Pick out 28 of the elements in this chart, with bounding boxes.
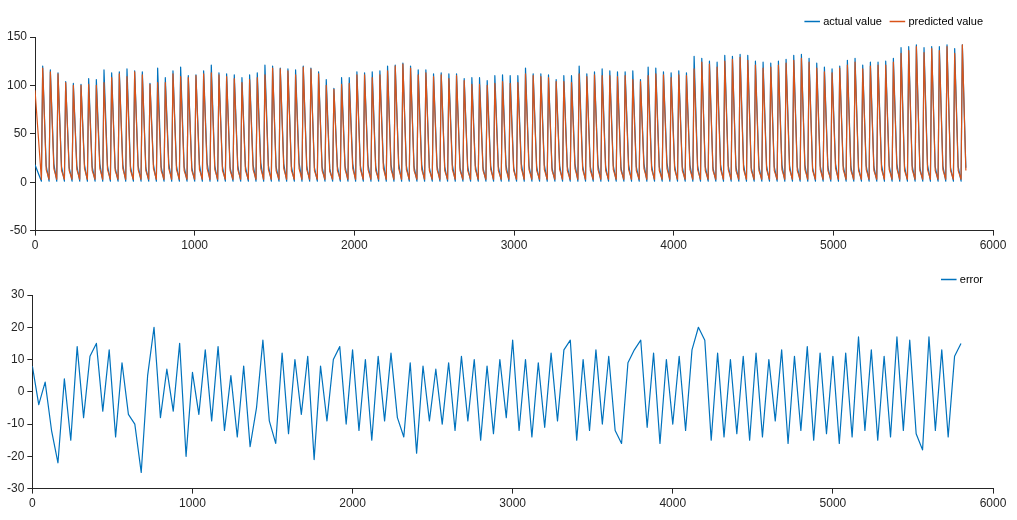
y-tick-label: 150 — [6, 29, 28, 44]
x-tick-label: 3000 — [499, 496, 527, 511]
x-tick-label: 3000 — [500, 238, 528, 253]
x-tick-label: 1000 — [181, 238, 209, 253]
x-tick-label: 5000 — [819, 496, 847, 511]
y-tick-label: -50 — [9, 222, 28, 237]
y-tick-label: -30 — [7, 480, 25, 495]
legend-label: actual value — [823, 14, 882, 27]
legend-label: error — [959, 272, 984, 285]
y-tick-label: -10 — [7, 416, 25, 431]
x-tick-label: 0 — [31, 238, 39, 253]
x-tick-label: 1000 — [179, 496, 207, 511]
x-tick-label: 6000 — [979, 238, 1007, 253]
y-tick-label: 10 — [10, 351, 25, 366]
x-tick-label: 5000 — [819, 238, 848, 253]
x-tick-label: 4000 — [659, 496, 687, 511]
x-tick-label: 6000 — [979, 496, 1007, 511]
y-tick-label: 0 — [17, 384, 25, 399]
x-tick-label: 2000 — [339, 496, 367, 511]
y-tick-label: 50 — [13, 126, 28, 141]
x-tick-label: 4000 — [660, 238, 688, 253]
y-tick-label: 0 — [20, 174, 28, 189]
y-tick-label: 100 — [6, 77, 28, 92]
y-tick-label: 30 — [10, 287, 25, 302]
y-tick-label: 20 — [10, 319, 25, 334]
x-tick-label: 2000 — [341, 238, 369, 253]
y-tick-label: -20 — [7, 448, 25, 463]
legend-label: predicted value — [908, 14, 983, 27]
